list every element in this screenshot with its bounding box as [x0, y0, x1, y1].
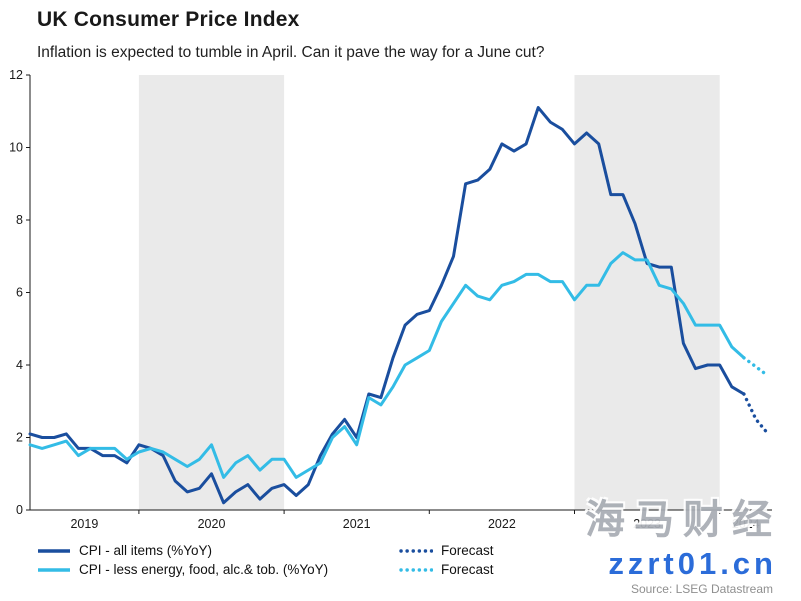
chart-title: UK Consumer Price Index	[37, 8, 300, 31]
legend-label-cpi-all: CPI - all items (%YoY)	[79, 543, 213, 558]
legend-label-forecast-core: Forecast	[441, 562, 494, 577]
year-band-2020	[138, 75, 285, 510]
x-axis-labels: 2019 2020 2021 2022 2023 2024	[70, 517, 759, 531]
y-tick-label: 2	[16, 431, 23, 445]
axis-ticks	[26, 74, 721, 514]
x-tick-label: 2023	[633, 517, 661, 531]
series-lines	[28, 106, 770, 505]
legend: CPI - all items (%YoY) Forecast CPI - le…	[37, 541, 494, 579]
y-tick-label: 4	[16, 358, 23, 372]
cpi-core-line	[28, 251, 746, 479]
watermark-url: zzrt01.cn	[608, 546, 777, 581]
year-shading-bands	[138, 75, 720, 510]
x-tick-label: 2022	[488, 517, 516, 531]
legend-row-cpi-all: CPI - all items (%YoY) Forecast	[37, 541, 494, 560]
chart-subtitle: Inflation is expected to tumble in April…	[37, 44, 545, 61]
legend-label-cpi-core: CPI - less energy, food, alc.& tob. (%Yo…	[79, 562, 329, 577]
y-tick-label: 10	[9, 141, 23, 155]
x-tick-label: 2024	[732, 517, 760, 531]
legend-swatch-cpi-all-forecast-dotted	[399, 548, 433, 553]
legend-swatch-cpi-core-solid	[38, 567, 70, 572]
y-tick-label: 6	[16, 286, 23, 300]
source-credit: Source: LSEG Datastream	[630, 582, 773, 596]
y-tick-label: 0	[16, 503, 23, 517]
legend-row-cpi-core: CPI - less energy, food, alc.& tob. (%Yo…	[37, 560, 494, 579]
legend-swatch-cpi-core-forecast-dotted	[399, 567, 433, 572]
legend-label-forecast-all: Forecast	[441, 543, 494, 558]
legend-swatch-cpi-all-solid	[38, 548, 70, 553]
x-tick-label: 2021	[343, 517, 371, 531]
x-tick-label: 2019	[70, 517, 98, 531]
cpi-all-forecast-line	[742, 392, 770, 436]
y-tick-label: 8	[16, 213, 23, 227]
watermark-cjk: 海马财经	[585, 498, 781, 542]
cpi-core-forecast-line	[742, 356, 770, 378]
y-axis-labels: 0 2 4 6 8 10 12	[9, 68, 23, 517]
y-tick-label: 12	[9, 68, 23, 82]
x-tick-label: 2020	[198, 517, 226, 531]
